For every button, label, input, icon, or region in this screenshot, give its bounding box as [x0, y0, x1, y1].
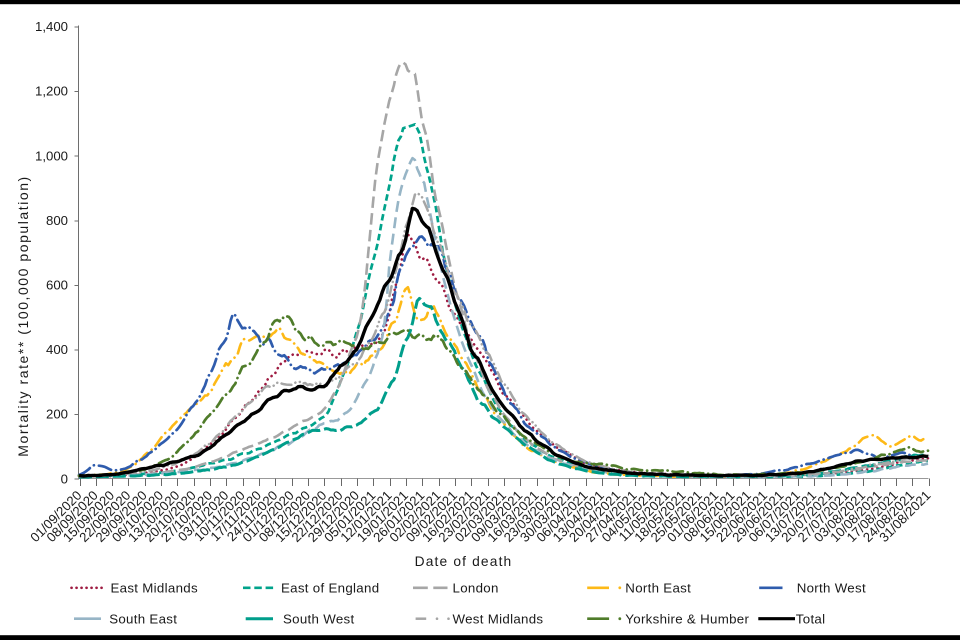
svg-text:West Midlands: West Midlands — [453, 611, 544, 626]
svg-text:London: London — [453, 581, 499, 596]
svg-text:Mortality rate** (100,000 popu: Mortality rate** (100,000 population) — [15, 175, 31, 456]
svg-text:400: 400 — [46, 342, 68, 357]
svg-text:North East: North East — [625, 581, 691, 596]
svg-text:East Midlands: East Midlands — [111, 581, 198, 596]
svg-text:1,400: 1,400 — [35, 19, 68, 34]
svg-text:600: 600 — [46, 278, 68, 293]
svg-text:0: 0 — [61, 471, 68, 486]
svg-text:North West: North West — [797, 581, 866, 596]
svg-text:200: 200 — [46, 407, 68, 422]
svg-text:1,200: 1,200 — [35, 84, 68, 99]
svg-text:Total: Total — [796, 611, 826, 626]
svg-text:South East: South East — [109, 611, 177, 626]
svg-text:800: 800 — [46, 213, 68, 228]
svg-text:Yorkshire & Humber: Yorkshire & Humber — [625, 611, 749, 626]
svg-text:East of England: East of England — [281, 581, 379, 596]
svg-text:South West: South West — [283, 611, 355, 626]
svg-text:1,000: 1,000 — [35, 148, 68, 163]
svg-text:Date of death: Date of death — [415, 554, 513, 569]
